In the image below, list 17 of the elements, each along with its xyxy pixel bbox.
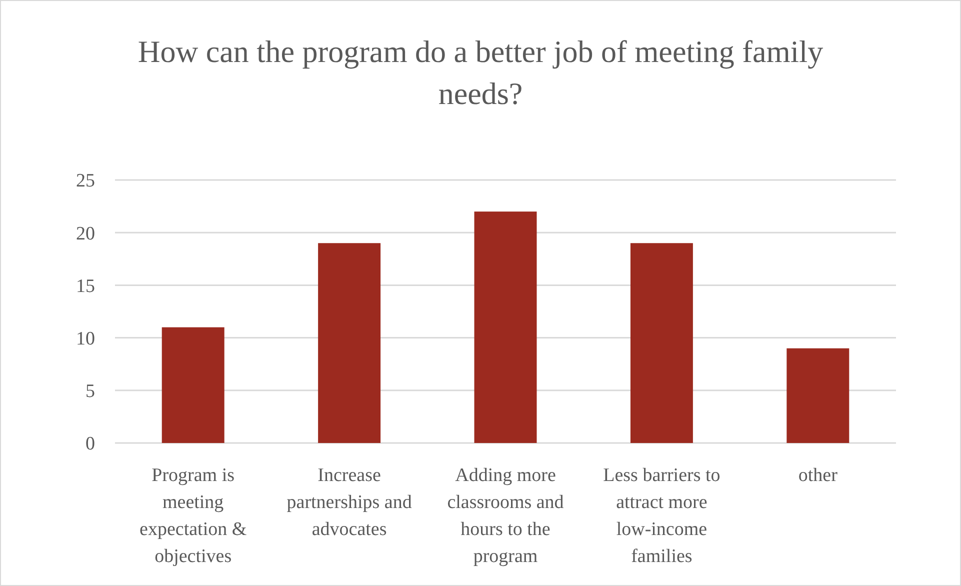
x-tick-label: Increase partnerships and advocates [286, 465, 412, 540]
bar [162, 327, 224, 443]
chart-title: How can the program do a better job of meeting family needs? [138, 34, 824, 111]
y-tick-label: 15 [76, 276, 95, 297]
y-tick-label: 5 [86, 381, 95, 402]
bar [318, 243, 381, 443]
x-tick-label: Less barriers to attract more low-income families [603, 465, 720, 567]
x-tick-label: Adding more classrooms and hours to the program [447, 465, 564, 567]
bar [786, 348, 850, 443]
x-tick-label: Program is meeting expectation & objectives [140, 465, 247, 567]
bar [630, 243, 693, 443]
x-tick-label: other [798, 465, 838, 486]
y-tick-label: 20 [76, 223, 95, 244]
bar [474, 212, 537, 443]
y-tick-label: 0 [86, 434, 95, 455]
y-tick-label: 25 [76, 170, 95, 192]
y-tick-label: 10 [76, 328, 95, 350]
